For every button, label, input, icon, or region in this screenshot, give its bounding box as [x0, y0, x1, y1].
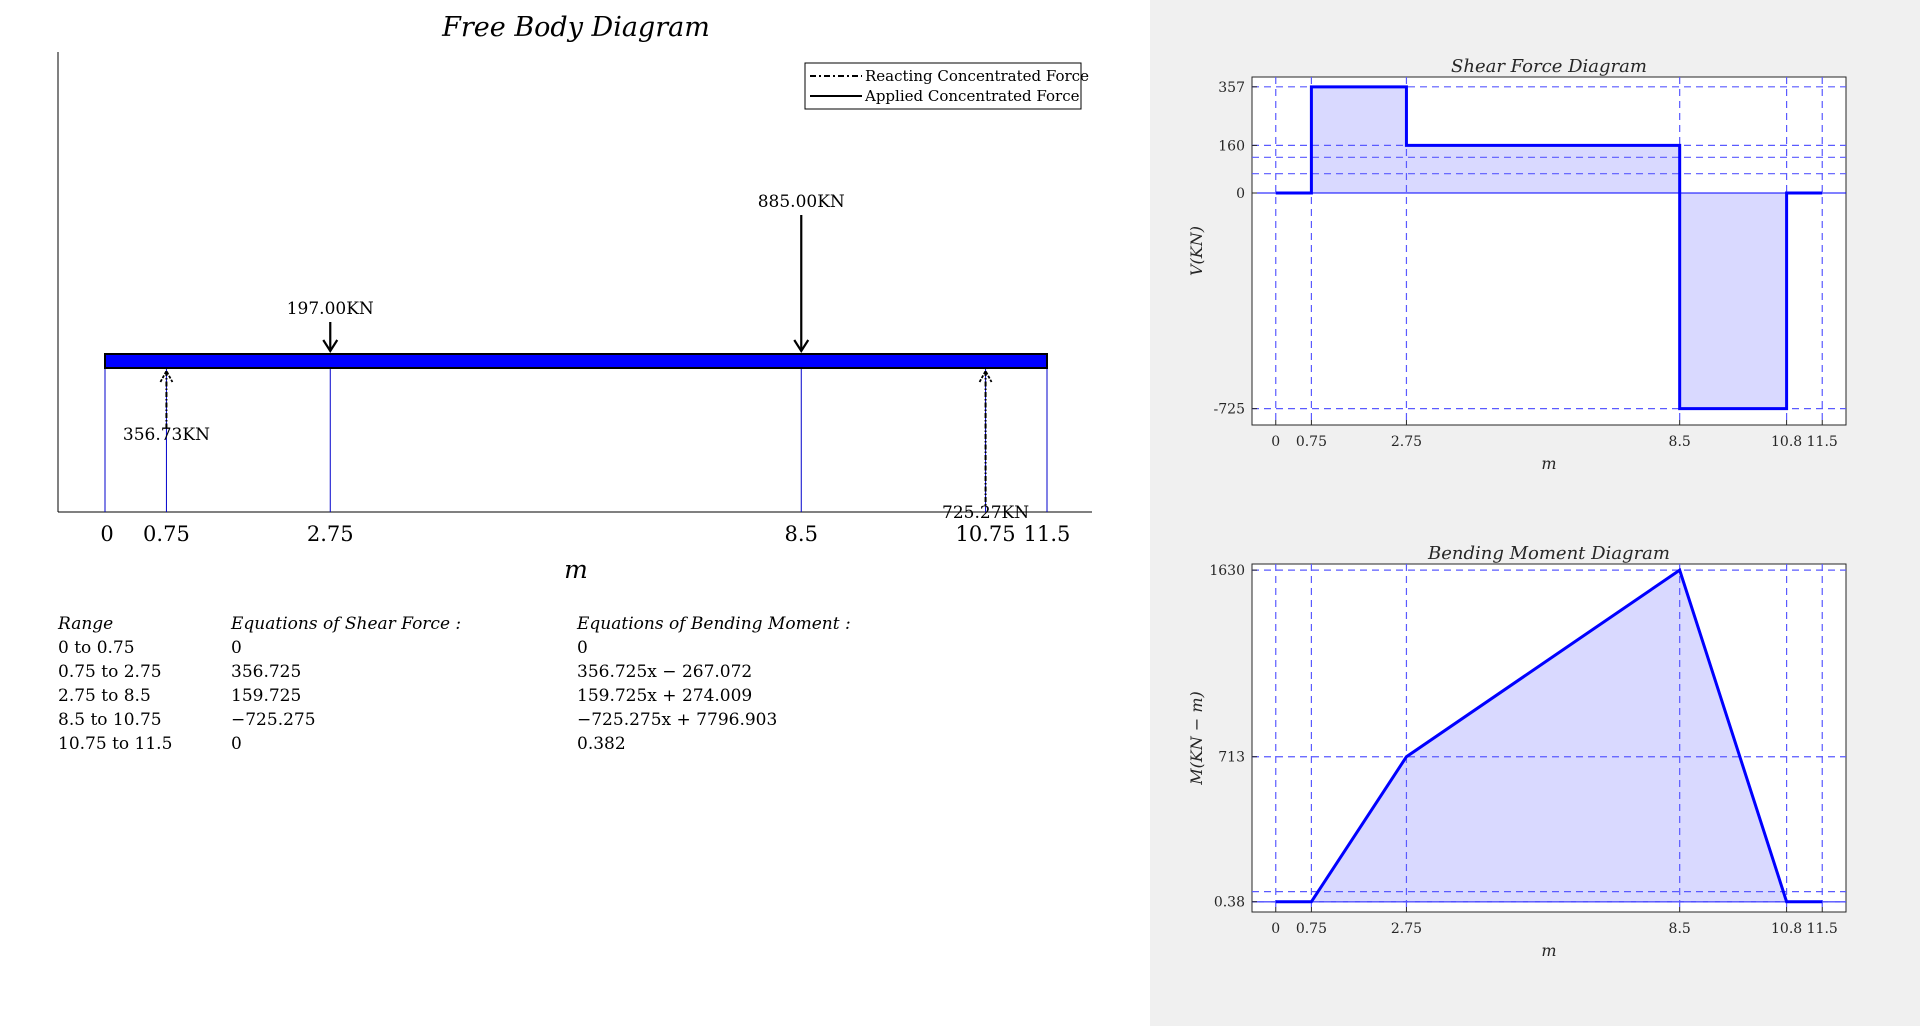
moment-equation-cell: 159.725x + 274.009 [577, 686, 753, 706]
shear-equation-cell: 0 [231, 734, 242, 754]
bending-moment-chart: 0 0.75 2.75 8.5 10.8 11.5 1630 713 0.38 Bending M… [1187, 543, 1847, 960]
y-tick-label: 1630 [1209, 563, 1245, 579]
applied-force-label: 197.00KN [287, 299, 374, 319]
shear-equation-cell: 159.725 [231, 686, 302, 706]
x-tick-label: 0 [1271, 921, 1280, 937]
range-cell: 10.75 to 11.5 [58, 734, 173, 754]
x-tick-label: 8.5 [1669, 434, 1691, 450]
area-fill [1275, 86, 1823, 409]
reaction-force-label: 356.73KN [123, 425, 210, 445]
shear-equation-cell: 356.725 [231, 662, 302, 682]
x-tick-label: 0 [1271, 434, 1280, 450]
x-tick-label: 2.75 [1391, 921, 1422, 937]
x-axis-label: m [1541, 941, 1556, 960]
x-tick-label: 2.75 [1391, 434, 1422, 450]
shear-force-chart: 0 0.75 2.75 8.5 10.8 11.5 357 160 0 -725 Shear For… [1187, 56, 1847, 473]
x-axis-label: m [1541, 454, 1556, 473]
y-tick-label: 0 [1236, 186, 1245, 202]
fbd-x-tick-label: 11.5 [1024, 522, 1071, 546]
fbd-x-axis-label: m [564, 555, 588, 584]
range-cell: 2.75 to 8.5 [58, 686, 151, 706]
y-tick-label: 713 [1218, 750, 1245, 766]
fbd-x-tick-label: 8.5 [785, 522, 818, 546]
y-tick-label: 357 [1218, 80, 1245, 96]
fbd-x-tick-label: 10.75 [956, 522, 1016, 546]
fbd-x-tick-label: 2.75 [307, 522, 354, 546]
x-tick-label: 11.5 [1807, 921, 1838, 937]
x-tick-label: 0.75 [1296, 434, 1327, 450]
moment-equation-cell: −725.275x + 7796.903 [577, 710, 778, 730]
range-cell: 8.5 to 10.75 [58, 710, 162, 730]
y-axis-label: V(KN) [1187, 226, 1206, 276]
moment-equation-header: Equations of Bending Moment : [577, 614, 851, 634]
x-tick-label: 0.75 [1296, 921, 1327, 937]
chart-title: Shear Force Diagram [1451, 56, 1647, 77]
free-body-diagram: Free Body Diagram Reacting Concentrated … [57, 12, 1092, 584]
range-header: Range [58, 614, 114, 634]
plot-area [1251, 76, 1847, 426]
reaction-force-arrowhead [978, 369, 993, 383]
fbd-legend: Reacting Concentrated Force Applied Conc… [804, 62, 1089, 110]
fbd-x-tick-label: 0.75 [143, 522, 190, 546]
y-tick-label: 0.38 [1214, 895, 1245, 911]
free-body-diagram-panel: Free Body Diagram Reacting Concentrated … [57, 12, 1092, 754]
legend-reacting-label: Reacting Concentrated Force [865, 67, 1089, 85]
shear-equation-header: Equations of Shear Force : [231, 614, 462, 634]
x-tick-label: 8.5 [1669, 921, 1691, 937]
results-panel: 0 0.75 2.75 8.5 10.8 11.5 357 160 0 -725 Shear For… [1150, 0, 1920, 1026]
fbd-x-tick-label: 0 [100, 522, 113, 546]
y-tick-label: 160 [1218, 138, 1245, 154]
moment-equation-cell: 356.725x − 267.072 [577, 662, 753, 682]
fbd-title: Free Body Diagram [441, 12, 710, 43]
applied-force-arrowhead [793, 339, 810, 354]
data-series-line [1275, 85, 1823, 411]
moment-equation-cell: 0.382 [577, 734, 626, 754]
applied-force-arrowhead [322, 339, 339, 354]
range-cell: 0.75 to 2.75 [58, 662, 162, 682]
legend-applied-label: Applied Concentrated Force [864, 87, 1080, 105]
chart-title: Bending Moment Diagram [1427, 543, 1670, 564]
range-cell: 0 to 0.75 [58, 638, 135, 658]
shear-equation-cell: 0 [231, 638, 242, 658]
x-tick-label: 11.5 [1807, 434, 1838, 450]
y-tick-label: -725 [1214, 402, 1245, 418]
reaction-force-label: 725.27KN [942, 503, 1029, 523]
x-tick-label: 10.8 [1771, 921, 1802, 937]
plot-area [1251, 563, 1847, 913]
y-axis-label: M(KN − m) [1187, 691, 1206, 786]
moment-equation-cell: 0 [577, 638, 588, 658]
area-fill [1275, 570, 1823, 902]
fbd-axes [57, 52, 1092, 513]
shear-equation-cell: −725.275 [231, 710, 316, 730]
reaction-force-arrowhead [159, 369, 174, 383]
x-tick-label: 10.8 [1771, 434, 1802, 450]
applied-force-label: 885.00KN [758, 192, 845, 212]
data-series-line [1275, 567, 1823, 904]
beam [104, 353, 1048, 369]
